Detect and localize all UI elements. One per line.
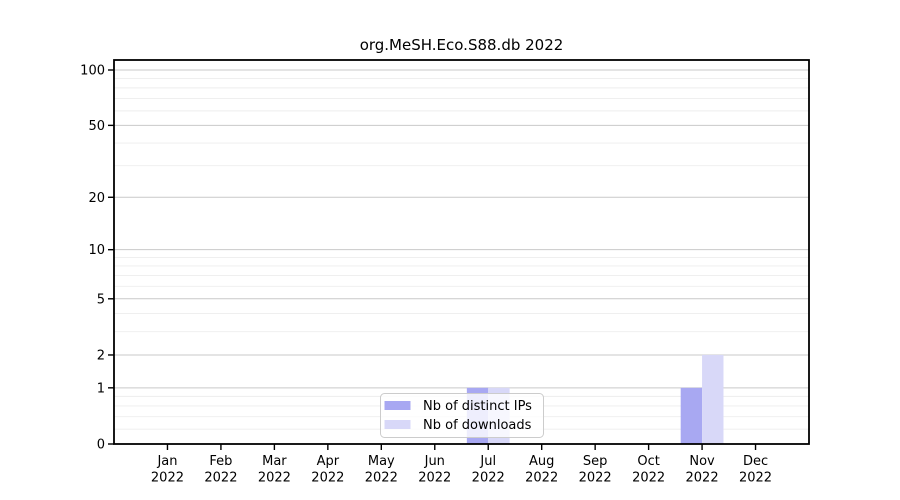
x-tick-label-month: Nov [689, 454, 715, 469]
x-tick-label-year: 2022 [204, 471, 237, 486]
x-tick-label-year: 2022 [418, 471, 451, 486]
y-tick-label: 20 [88, 191, 105, 206]
x-tick-label-month: Oct [637, 454, 659, 469]
x-tick-label-month: Mar [262, 454, 287, 469]
x-tick-label-year: 2022 [579, 471, 612, 486]
y-tick-label: 2 [97, 348, 105, 363]
x-tick-label-month: Apr [317, 454, 340, 469]
legend-label: Nb of distinct IPs [423, 399, 532, 414]
x-tick-label-month: Jul [479, 454, 496, 469]
x-tick-label-year: 2022 [632, 471, 665, 486]
x-tick-label-month: May [368, 454, 395, 469]
plot-border [113, 59, 810, 445]
x-tick-label-year: 2022 [151, 471, 184, 486]
legend-box [380, 393, 544, 438]
x-tick-label-year: 2022 [686, 471, 719, 486]
y-tick-label: 10 [88, 243, 105, 258]
x-tick-label-year: 2022 [739, 471, 772, 486]
x-tick-label-month: Jun [424, 454, 445, 469]
x-tick-label-year: 2022 [472, 471, 505, 486]
x-tick-label-year: 2022 [525, 471, 558, 486]
legend-swatch-distinct-ips [384, 401, 411, 410]
x-tick-label-year: 2022 [258, 471, 291, 486]
y-axis: 0 1 2 5 10 20 50 100 [80, 64, 114, 453]
y-tick-label: 100 [80, 64, 105, 79]
x-tick-label-month: Jan [156, 454, 177, 469]
bar-distinct-ips-nov [680, 387, 703, 444]
x-tick-label-month: Feb [209, 454, 232, 469]
x-tick-label-month: Dec [743, 454, 768, 469]
x-tick-label-year: 2022 [365, 471, 398, 486]
y-tick-label: 0 [97, 438, 105, 453]
x-tick-label-month: Aug [529, 454, 554, 469]
bar-downloads-nov [702, 354, 724, 444]
legend-label: Nb of downloads [423, 418, 532, 433]
legend-swatch-downloads [384, 420, 411, 429]
y-tick-label: 1 [97, 381, 105, 396]
y-tick-label: 5 [97, 292, 105, 307]
x-tick-label-month: Sep [583, 454, 608, 469]
legend: Nb of distinct IPs Nb of downloads [380, 393, 544, 438]
x-tick-label-year: 2022 [311, 471, 344, 486]
x-axis: Jan 2022 Feb 2022 Mar 2022 Apr 2022 May 2022 Jun 20… [151, 444, 772, 486]
gridlines [114, 69, 809, 430]
chart-title: org.MeSH.Eco.S88.db 2022 [360, 36, 564, 54]
y-tick-label: 50 [88, 119, 105, 134]
